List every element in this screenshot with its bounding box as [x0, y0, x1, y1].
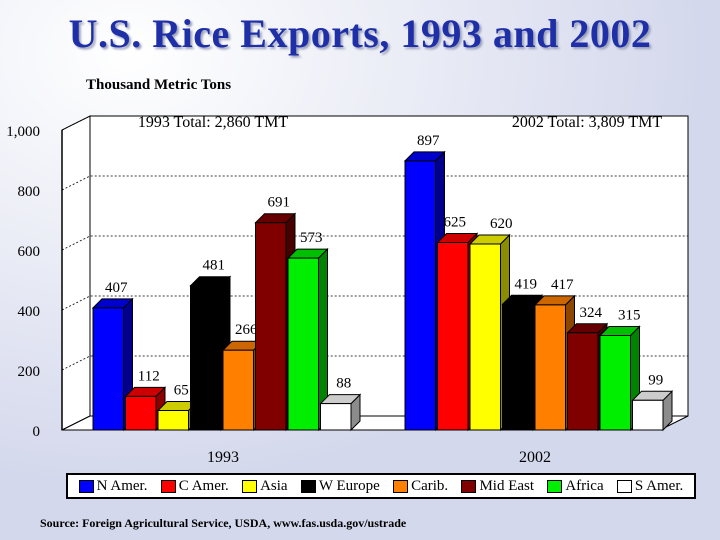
legend-item: Carib. — [393, 478, 448, 495]
legend-item: W Europe — [300, 477, 380, 495]
bar-c-amer--1993 — [125, 395, 157, 431]
data-label: 315 — [618, 308, 641, 324]
bar-s-amer--1993 — [320, 403, 352, 431]
legend-item: Mid East — [461, 478, 534, 495]
bar-africa-1993 — [287, 257, 319, 431]
page-title: U.S. Rice Exports, 1993 and 2002 — [68, 11, 652, 56]
legend-item: Africa — [547, 477, 604, 495]
y-tick-label: 1,000 — [6, 124, 40, 140]
legend-swatch — [393, 479, 409, 493]
y-tick-label: 600 — [18, 244, 41, 260]
gridline — [61, 115, 688, 131]
bar-n-amer--1993 — [92, 307, 124, 431]
legend-item: S Amer. — [616, 477, 684, 495]
bar-asia-2002 — [469, 243, 501, 431]
legend-label: W Europe — [318, 477, 380, 494]
y-tick-label: 200 — [18, 364, 41, 380]
chart-legend: N Amer. C Amer. Asia W Europe Carib. Mid East… — [66, 473, 696, 499]
category-total-label: 2002 Total: 3,809 TMT — [512, 114, 663, 131]
data-label: 65 — [174, 383, 189, 399]
legend-swatch — [160, 479, 176, 493]
x-tick-label: 2002 — [519, 449, 551, 466]
legend-label: Africa — [565, 477, 604, 494]
data-label: 625 — [444, 215, 467, 231]
category-total-label: 1993 Total: 2,860 TMT — [138, 114, 289, 131]
legend-swatch — [242, 479, 258, 493]
legend-label: C Amer. — [178, 477, 229, 494]
legend-item: N Amer. — [78, 477, 148, 495]
data-label: 573 — [300, 230, 323, 246]
data-label: 419 — [515, 276, 538, 292]
legend-swatch — [461, 479, 477, 493]
legend-swatch — [78, 479, 94, 493]
legend-swatch — [547, 479, 563, 493]
x-tick-label: 1993 — [207, 449, 239, 466]
bar-carib--2002 — [534, 304, 566, 431]
y-tick-label: 0 — [33, 424, 41, 440]
bar-carib--1993 — [222, 349, 254, 431]
gridline — [61, 175, 688, 191]
data-label: 266 — [235, 322, 258, 338]
bar-mid-east-1993 — [255, 222, 287, 431]
legend-label: Carib. — [411, 477, 449, 494]
bar-mid-east-2002 — [567, 332, 599, 431]
data-label: 417 — [551, 277, 574, 293]
chart-side-wall — [61, 115, 91, 431]
bar-n-amer--2002 — [404, 160, 436, 431]
legend-swatch — [300, 479, 316, 493]
data-label: 407 — [105, 280, 128, 296]
y-tick-label: 400 — [18, 304, 41, 320]
unit-label: Thousand Metric Tons — [86, 77, 232, 93]
data-label: 324 — [580, 305, 603, 321]
source-note: Source: Foreign Agricultural Service, US… — [40, 516, 407, 530]
bar-africa-2002 — [599, 335, 631, 431]
legend-item: Asia — [242, 478, 288, 495]
bar-w-europe-1993 — [190, 285, 222, 431]
legend-swatch — [616, 479, 632, 493]
data-label: 691 — [268, 195, 291, 211]
data-label: 620 — [490, 216, 513, 232]
data-label: 112 — [138, 368, 160, 384]
bar-c-amer--2002 — [437, 242, 469, 431]
bar-s-amer--2002 — [632, 399, 664, 431]
legend-label: Mid East — [479, 477, 535, 494]
data-label: 897 — [417, 133, 440, 149]
legend-item: C Amer. — [160, 477, 229, 495]
legend-label: Asia — [260, 477, 288, 494]
bar-asia-1993 — [157, 410, 189, 431]
legend-label: S Amer. — [634, 477, 684, 494]
data-label: 88 — [336, 376, 351, 392]
legend-label: N Amer. — [96, 477, 148, 494]
y-tick-label: 800 — [18, 184, 41, 200]
data-label: 99 — [648, 372, 663, 388]
data-label: 481 — [203, 258, 226, 274]
bar-w-europe-2002 — [502, 303, 534, 431]
